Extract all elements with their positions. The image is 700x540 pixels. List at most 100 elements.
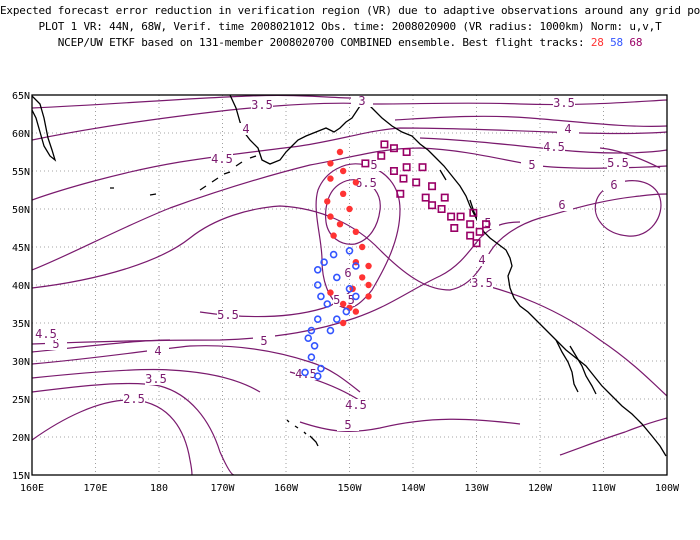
contour-label: 4 [478, 253, 485, 267]
track-58-marker [352, 262, 360, 270]
contour-label-bg [351, 95, 373, 107]
track-58-marker [332, 273, 341, 282]
track-58-marker [329, 250, 338, 259]
lon-tick-label: 170E [83, 483, 107, 494]
contour-4-lower [32, 345, 361, 393]
track-58-marker [301, 368, 309, 377]
track-58-marker [317, 364, 325, 373]
track-68-marker [389, 144, 398, 153]
track-68-marker [399, 174, 408, 183]
lat-tick-label: 35N [12, 319, 30, 330]
coast-alaska-panhandle [361, 97, 479, 223]
track-58-marker [326, 326, 335, 335]
contour-label: 4.5 [211, 152, 233, 166]
contour-label-bg [251, 99, 273, 111]
contour-label: 5.5 [333, 293, 355, 307]
contour-label: 5 [260, 334, 267, 348]
lat-tick-label: 25N [12, 395, 30, 406]
track-68-marker [377, 151, 386, 160]
lon-tick-label: 110W [591, 483, 616, 494]
title-line-3: NCEP/UW ETKF based on 131-member 2008020… [0, 36, 700, 49]
track-68-marker [389, 167, 398, 176]
contour-label: 5 [484, 216, 491, 230]
contour-label-bg [333, 294, 355, 306]
contour-label: 4.5 [543, 140, 565, 154]
contour-label: 5 [52, 337, 59, 351]
title-line-2: PLOT 1 VR: 44N, 68W, Verif. time 2008021… [38, 20, 662, 33]
contour-5-mid [32, 147, 667, 271]
track-58-marker [332, 315, 341, 324]
axis-labels: 160E 170E 180 170W 160W 150W 140W 130W 120W 110W 1… [12, 91, 680, 494]
lon-tick-label: 140W [401, 483, 426, 494]
track-68-marker [466, 231, 475, 240]
track-28-marker [352, 308, 360, 315]
contour-2.5-left [32, 399, 193, 475]
contour-label-bg [45, 338, 67, 350]
coast-baja [555, 339, 597, 395]
track-58-marker [323, 300, 332, 308]
contour-labels: 3.544.53.544.55 5.5666.5543.555.554.543.5… [35, 94, 629, 432]
track-68-marker [472, 239, 481, 248]
contour-label-bg [253, 335, 275, 347]
lon-tick-label: 170W [210, 483, 235, 494]
track-28-marker [330, 232, 337, 239]
track-68-marker [418, 163, 427, 172]
track-28-marker [365, 281, 372, 289]
contour-label-bg [145, 373, 167, 385]
contour-3.5-right [469, 281, 667, 397]
track-68-marker [440, 193, 449, 202]
contour-label-bg [551, 199, 573, 211]
track-68-marker [412, 178, 421, 187]
contour-label: 5 [370, 158, 377, 172]
contour-label-bg [235, 123, 257, 135]
lon-tick-label: 120W [528, 483, 553, 494]
track-68-marker [396, 189, 405, 198]
contour-5.5-mid [32, 193, 667, 291]
map-frame [31, 94, 668, 476]
lon-tick-label: 130W [464, 483, 489, 494]
contour-5-lower [32, 221, 521, 345]
coast-aleutians [110, 155, 257, 196]
lon-tick-label: 100W [655, 483, 680, 494]
contour-4.5-lower [32, 339, 171, 353]
contour-label-bg [123, 393, 145, 405]
track-28-marker [352, 179, 360, 186]
track-68-marker [380, 140, 389, 149]
contour-label-bg [557, 123, 579, 135]
track-28-marker [336, 148, 344, 156]
lat-tick-label: 55N [12, 167, 30, 178]
track-28-marker [339, 300, 347, 308]
contour-label: 3.5 [251, 98, 273, 112]
track-68-marker [437, 205, 446, 214]
flight-tracks [301, 140, 491, 381]
lat-tick-label: 50N [12, 205, 30, 216]
contour-3.5-top [32, 95, 353, 109]
contour-label: 6 [344, 266, 351, 280]
track-68-marker [450, 224, 459, 233]
track-58-marker [345, 284, 354, 293]
lat-tick-label: 60N [12, 129, 30, 140]
contour-label: 6 [610, 178, 617, 192]
contour-label: 4.5 [35, 327, 57, 341]
track-58-marker [313, 281, 322, 289]
contour-label-bg [345, 399, 367, 411]
contour-label-bg [147, 345, 169, 357]
track-58-marker [307, 353, 316, 362]
track-28-marker [346, 205, 353, 213]
contour-label-bg [553, 97, 575, 109]
contour-label: 4 [154, 344, 161, 358]
contour-label: 4.5 [345, 398, 367, 412]
legend-track-58: 58 [610, 36, 623, 49]
track-68-marker [456, 212, 465, 221]
contour-label-bg [521, 159, 543, 171]
lat-tick-label: 45N [12, 243, 30, 254]
contour-label: 6.5 [355, 176, 377, 190]
contour-label-bg [217, 309, 239, 321]
track-28-marker [365, 293, 372, 300]
contour-label-bg [471, 254, 493, 266]
coastlines [32, 95, 667, 457]
contour-label: 4.5 [295, 367, 317, 381]
coast-islands-bc [439, 169, 479, 221]
contour-label-bg [337, 267, 359, 279]
